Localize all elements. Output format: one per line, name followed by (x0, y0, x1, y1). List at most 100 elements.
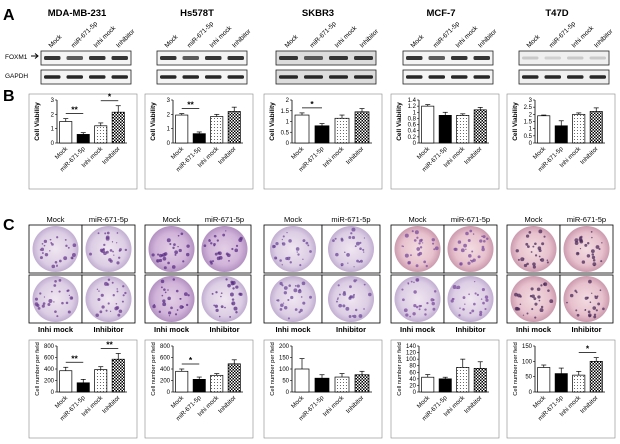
cell-dot (279, 307, 283, 311)
cell-dot (601, 242, 603, 244)
cell-dot (462, 308, 465, 311)
cell-dot (351, 295, 355, 299)
cell-dot (168, 315, 171, 317)
cell-dot (185, 252, 190, 257)
cell-dot (531, 294, 535, 298)
y-axis-label: Cell Viability (150, 102, 157, 141)
cell-dot (109, 310, 112, 312)
y-tick-label: 200 (160, 379, 171, 385)
blot-band (227, 56, 244, 60)
cell-dot (281, 242, 286, 246)
cell-dot (363, 237, 366, 239)
y-tick-label: 1 (51, 127, 55, 133)
cell-dot (534, 242, 537, 246)
cell-dot (515, 249, 519, 253)
cell-dot (296, 251, 298, 253)
blot-band (44, 75, 61, 79)
cell-dot (174, 313, 178, 316)
bar-3 (473, 367, 487, 393)
cell-dot (164, 291, 167, 294)
lane-label: Mock (284, 33, 300, 49)
lane-label: Mock (48, 33, 64, 49)
y-tick-label: 0.5 (524, 134, 533, 140)
cell-dot (56, 315, 59, 318)
panel-label-c: C (3, 217, 15, 234)
cell-dot (593, 315, 597, 319)
well-image (32, 276, 79, 322)
cell-dot (479, 310, 483, 314)
cell-dot (102, 248, 105, 251)
cell-dot (72, 243, 77, 248)
cell-dot (410, 254, 412, 257)
cell-dot (153, 304, 156, 306)
cell-dot (404, 233, 409, 238)
cell-dot (592, 262, 597, 267)
cell-dot (358, 261, 360, 263)
cell-dot (418, 242, 421, 245)
cell-dot (520, 257, 525, 262)
cell-dot (119, 248, 122, 251)
y-axis-label: Cell Viability (269, 102, 276, 141)
cell-dot (275, 257, 278, 260)
y-tick-label: 0 (167, 390, 171, 396)
cell-dot (283, 291, 287, 295)
cell-dot (122, 294, 125, 297)
cell-dot (173, 243, 176, 246)
cell-dot (208, 239, 211, 242)
well-image (447, 226, 494, 272)
cell-dot (547, 289, 550, 292)
cell-dot (68, 294, 71, 297)
cell-dot (465, 231, 469, 236)
cell-dot (464, 303, 466, 305)
cell-dot (108, 258, 112, 262)
cell-dot (411, 230, 414, 233)
blot-band (544, 75, 561, 79)
cell-dot (235, 285, 239, 289)
cell-dot (541, 242, 545, 246)
blot-strip (518, 69, 610, 85)
cell-dot (220, 295, 222, 298)
blot-band (544, 56, 561, 60)
cell-dot (158, 310, 162, 314)
cell-dot (67, 246, 70, 249)
y-tick-label: 2 (167, 112, 171, 118)
cell-dot (211, 260, 215, 263)
cell-dot (214, 304, 218, 308)
cell-dot (423, 260, 427, 264)
bar-1 (192, 379, 206, 393)
cell-dot (422, 242, 424, 244)
cell-dot (226, 253, 231, 258)
cell-dot (575, 309, 578, 312)
cell-dot (67, 310, 71, 314)
cell-dot (349, 285, 352, 289)
significance-label: * (586, 344, 590, 354)
cell-dot (407, 282, 409, 284)
cell-dot (279, 259, 282, 262)
cell-dot (579, 248, 582, 250)
cell-dot (525, 234, 530, 238)
cell-dot (122, 285, 125, 288)
cell-dot (354, 308, 358, 312)
bar-1 (76, 134, 90, 144)
cell-dot (517, 293, 521, 298)
cell-dot (170, 306, 173, 310)
cell-dot (289, 261, 292, 264)
blot-band (227, 75, 244, 79)
blot-band (451, 75, 468, 79)
cell-dot (402, 298, 405, 302)
well-image (85, 276, 132, 322)
significance-label: * (189, 355, 193, 365)
cell-dot (175, 289, 179, 293)
bar-2 (572, 374, 586, 393)
cell-dot (415, 277, 420, 282)
cell-dot (71, 253, 76, 257)
cell-dot (43, 244, 46, 247)
cell-dot (162, 302, 167, 307)
cell-dot (162, 256, 167, 261)
cell-dot (538, 299, 541, 302)
well-image (148, 226, 195, 272)
cell-dot (566, 301, 568, 304)
image-label-mock: Mock (284, 215, 302, 224)
